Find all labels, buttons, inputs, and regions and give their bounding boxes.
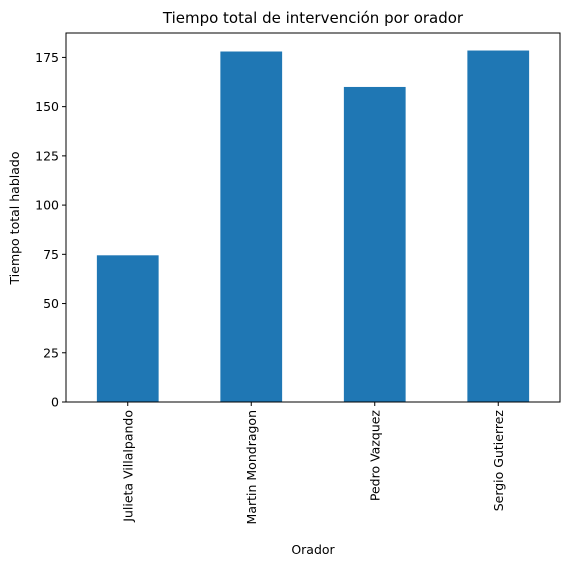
x-tick-label: Julieta Villalpando	[120, 410, 135, 523]
y-tick-label: 0	[51, 395, 59, 410]
axes-frame	[65, 32, 561, 403]
bar	[220, 51, 283, 403]
bar	[343, 86, 406, 403]
x-tick-label: Pedro Vazquez	[367, 410, 382, 502]
y-axis-label: Tiempo total hablado	[7, 152, 22, 286]
y-tick-label: 25	[43, 345, 59, 360]
x-axis-label: Orador	[291, 542, 335, 557]
x-tick-label: Sergio Gutierrez	[491, 410, 506, 512]
chart-title: Tiempo total de intervención por orador	[162, 9, 464, 27]
x-tick-label: Martin Mondragon	[244, 410, 259, 524]
y-tick-label: 125	[35, 148, 59, 163]
y-tick-label: 175	[35, 50, 59, 65]
y-tick-label: 150	[35, 99, 59, 114]
bar	[467, 50, 530, 403]
bar	[96, 255, 159, 402]
y-tick-label: 50	[43, 296, 59, 311]
plot-area: 0 25 50 75 100 125 150 175 Julieta Villalpando Ma…	[35, 32, 561, 524]
y-tick-label: 100	[35, 198, 59, 213]
y-tick-label: 75	[43, 247, 59, 262]
